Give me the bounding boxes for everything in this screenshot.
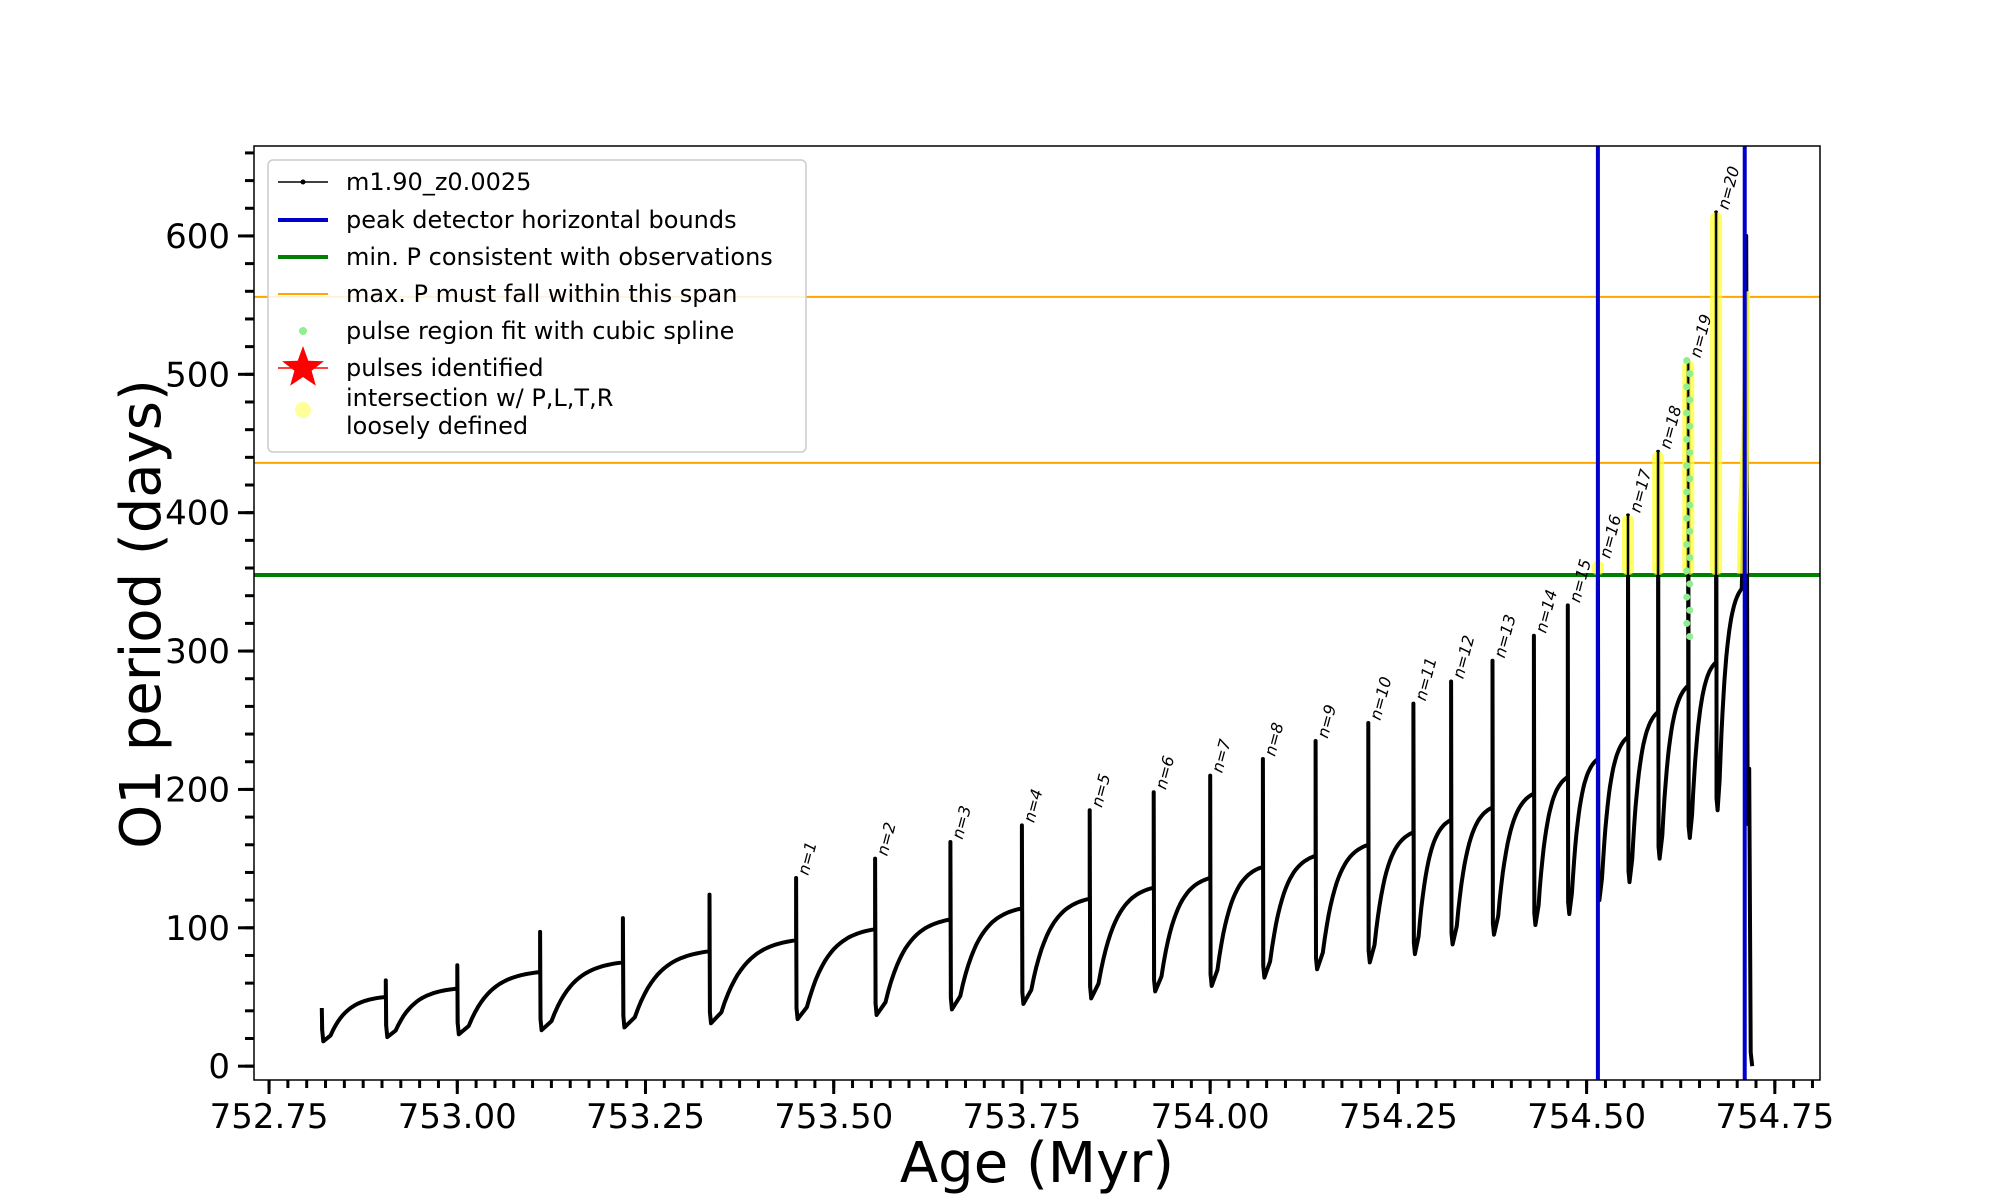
x-tick-label-5: 754.00: [1151, 1097, 1270, 1137]
axes-ticks: 752.75 753.00 753.25 753.50 753.75 754.00 754.…: [165, 151, 1834, 1137]
legend-label-6-1: loosely defined: [346, 412, 528, 440]
spline-point-5: [1686, 422, 1694, 430]
legend-label-4: pulse region fit with cubic spline: [346, 317, 734, 345]
x-tick-label-3: 753.50: [774, 1097, 893, 1137]
spline-point-10: [1683, 488, 1691, 496]
y-tick-label-4: 400: [165, 494, 230, 534]
x-tick-label-6: 754.25: [1339, 1097, 1458, 1137]
spline-point-8: [1683, 462, 1691, 470]
spline-point-17: [1686, 580, 1694, 588]
legend-label-2: min. P consistent with observations: [346, 243, 773, 271]
spline-point-13: [1686, 527, 1694, 535]
spline-point-4: [1683, 409, 1691, 417]
spline-point-18: [1683, 593, 1691, 601]
x-axis-title: Age (Myr): [900, 1131, 1174, 1196]
spline-point-2: [1683, 383, 1691, 391]
legend-marker-0: [300, 179, 306, 185]
legend-label-3: max. P must fall within this span: [346, 280, 737, 308]
x-tick-label-1: 753.00: [398, 1097, 517, 1137]
legend-label-0: m1.90_z0.0025: [346, 168, 531, 196]
spline-point-19: [1686, 606, 1694, 614]
legend-box: [267, 159, 807, 453]
legend-label-6-0: intersection w/ P,L,T,R: [346, 384, 613, 412]
x-tick-label-2: 753.25: [586, 1097, 705, 1137]
spline-point-9: [1686, 475, 1694, 483]
spline-point-15: [1686, 554, 1694, 562]
series-line: [319, 210, 1755, 1067]
x-tick-label-8: 754.75: [1715, 1097, 1834, 1137]
x-tick-label-0: 752.75: [210, 1097, 329, 1137]
y-tick-label-6: 600: [165, 217, 230, 257]
y-tick-label-5: 500: [165, 355, 230, 395]
plot-frame: [253, 145, 1821, 1081]
y-axis-title: O1 period (days): [109, 379, 174, 849]
spline-point-20: [1683, 619, 1691, 627]
legend-swatch-5: [282, 346, 324, 386]
legend-label-1: peak detector horizontal bounds: [346, 206, 737, 234]
spline-point-7: [1686, 448, 1694, 456]
legend-label-5: pulses identified: [346, 354, 544, 382]
x-tick-label-4: 753.75: [962, 1097, 1081, 1137]
spline-point-0: [1683, 356, 1691, 364]
y-tick-label-3: 300: [165, 632, 230, 672]
legend-swatch-6: [295, 402, 311, 418]
spline-point-14: [1683, 541, 1691, 549]
spline-point-16: [1683, 567, 1691, 575]
y-tick-label-2: 200: [165, 770, 230, 810]
x-tick-label-7: 754.50: [1527, 1097, 1646, 1137]
spline-point-21: [1686, 633, 1694, 641]
y-tick-label-0: 0: [208, 1047, 230, 1087]
spline-point-3: [1686, 396, 1694, 404]
spline-point-11: [1686, 501, 1694, 509]
legend-swatch-4: [299, 327, 307, 335]
y-tick-label-1: 100: [165, 909, 230, 949]
spline-point-12: [1683, 514, 1691, 522]
spline-point-6: [1683, 435, 1691, 443]
spline-point-1: [1686, 370, 1694, 378]
